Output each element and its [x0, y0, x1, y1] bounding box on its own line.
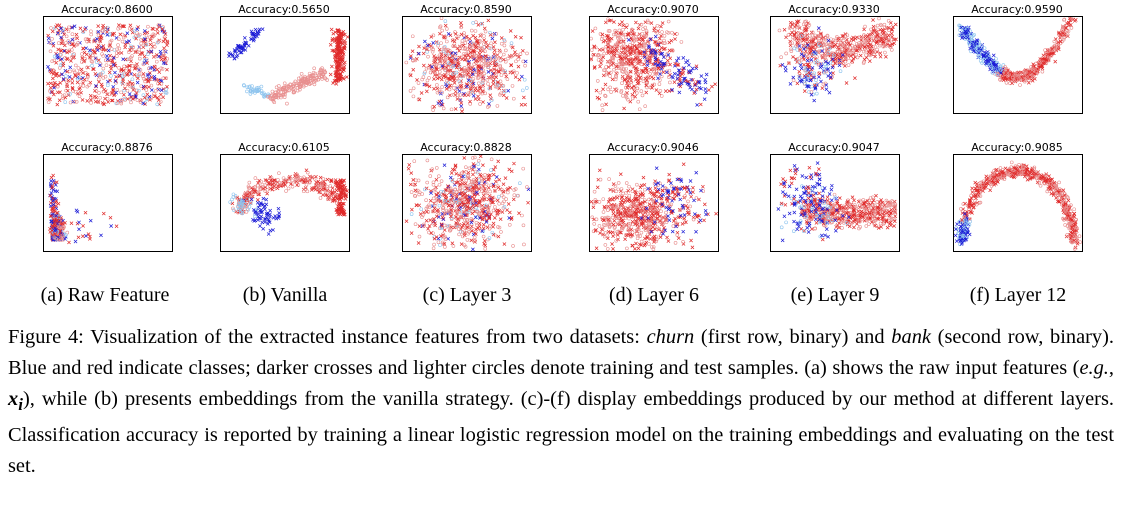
scatter-plot	[220, 154, 350, 252]
accuracy-label: Accuracy:0.8828	[420, 141, 512, 154]
scatter-plot	[402, 154, 532, 252]
caption-text: (first row, binary) and	[694, 326, 892, 348]
subcaption-f: (f) Layer 12	[969, 284, 1067, 306]
scatter-svg	[776, 161, 898, 243]
caption-text: ,	[1108, 356, 1114, 379]
scatter-svg	[954, 160, 1082, 251]
figure-caption: Figure 4: Visualization of the extracted…	[8, 322, 1114, 482]
scatter-plot	[953, 154, 1083, 252]
subcaption-b: (b) Vanilla	[242, 284, 328, 306]
accuracy-label: Accuracy:0.9590	[971, 3, 1063, 16]
accuracy-label: Accuracy:0.8876	[61, 141, 153, 154]
scatter-svg	[590, 162, 718, 251]
subcaption-c: (c) Layer 3	[422, 284, 512, 306]
subcaption-d: (d) Layer 6	[609, 284, 699, 306]
subcaption-e: (e) Layer 9	[790, 284, 880, 306]
scatter-plot	[589, 154, 719, 252]
scatter-svg	[957, 17, 1078, 87]
accuracy-label: Accuracy:0.8600	[61, 3, 153, 16]
accuracy-label: Accuracy:0.9046	[607, 141, 699, 154]
scatter-svg	[48, 173, 119, 245]
caption-text: Visualization of the extracted instance …	[83, 326, 647, 348]
scatter-plot	[402, 16, 532, 114]
accuracy-label: Accuracy:0.5650	[238, 3, 330, 16]
accuracy-label: Accuracy:0.6105	[238, 141, 330, 154]
scatter-svg	[590, 17, 718, 112]
scatter-plot	[220, 16, 350, 114]
scatter-svg	[228, 168, 349, 236]
scatter-svg	[777, 17, 898, 103]
scatter-plot	[43, 16, 173, 114]
caption-math-x: x	[8, 387, 19, 410]
caption-label: Figure 4:	[8, 326, 84, 348]
accuracy-label: Accuracy:0.9330	[788, 3, 880, 16]
accuracy-label: Accuracy:0.9085	[971, 141, 1063, 154]
subcaption-a: (a) Raw Feature	[40, 284, 170, 306]
caption-math-sub: i	[18, 394, 23, 414]
caption-eg: e.g.	[1079, 356, 1109, 379]
caption-text: ), while (b) presents embeddings from th…	[8, 387, 1114, 478]
scatter-svg	[404, 17, 529, 113]
scatter-svg	[227, 27, 349, 106]
figure-4: Accuracy:0.8600 Accuracy:0.5650 Accuracy…	[40, 3, 1083, 306]
accuracy-label: Accuracy:0.8590	[420, 3, 512, 16]
accuracy-label: Accuracy:0.9047	[788, 141, 880, 154]
scatter-plot	[589, 16, 719, 114]
caption-text: (second row, binary). Blue and red indic…	[8, 326, 1114, 379]
scatter-plot	[43, 154, 173, 252]
scatter-svg	[46, 23, 170, 107]
accuracy-label: Accuracy:0.9070	[607, 3, 699, 16]
scatter-svg	[404, 155, 531, 251]
scatter-plot	[770, 16, 900, 114]
caption-dataset-churn: churn	[646, 326, 695, 348]
scatter-plot	[953, 16, 1083, 114]
caption-dataset-bank: bank	[891, 326, 931, 348]
scatter-plot	[770, 154, 900, 252]
